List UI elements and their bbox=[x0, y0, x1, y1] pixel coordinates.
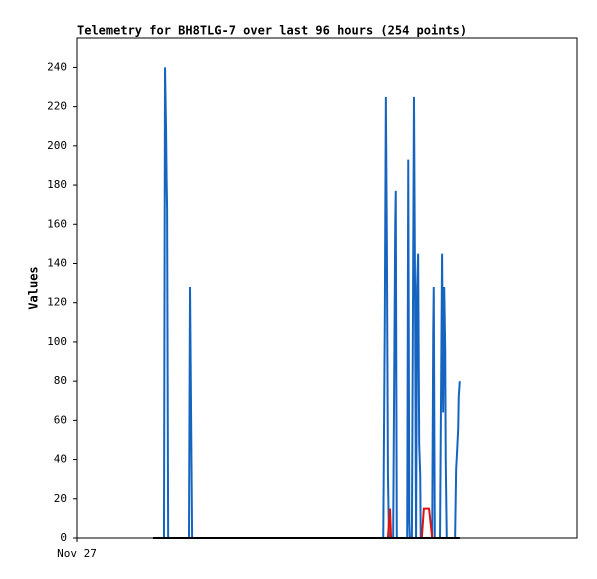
plot-area bbox=[76, 37, 578, 539]
y-tick-label: 220 bbox=[47, 100, 67, 113]
y-tick-label: 40 bbox=[54, 453, 67, 466]
y-tick-label: 200 bbox=[47, 139, 67, 152]
y-tick-label: 160 bbox=[47, 217, 67, 230]
y-tick-label: 60 bbox=[54, 413, 67, 426]
x-tick-label: Nov 27 bbox=[57, 547, 97, 560]
y-tick-label: 180 bbox=[47, 178, 67, 191]
chart-title: Telemetry for BH8TLG-7 over last 96 hour… bbox=[77, 24, 467, 38]
series-line bbox=[153, 67, 461, 539]
y-tick-label: 100 bbox=[47, 335, 67, 348]
y-tick-label: 240 bbox=[47, 60, 67, 73]
y-tick-label: 20 bbox=[54, 492, 67, 505]
y-axis-label: Values bbox=[27, 266, 41, 309]
y-tick-label: 120 bbox=[47, 296, 67, 309]
y-tick-label: 140 bbox=[47, 256, 67, 269]
y-tick-label: 0 bbox=[60, 531, 67, 544]
y-tick-label: 80 bbox=[54, 374, 67, 387]
